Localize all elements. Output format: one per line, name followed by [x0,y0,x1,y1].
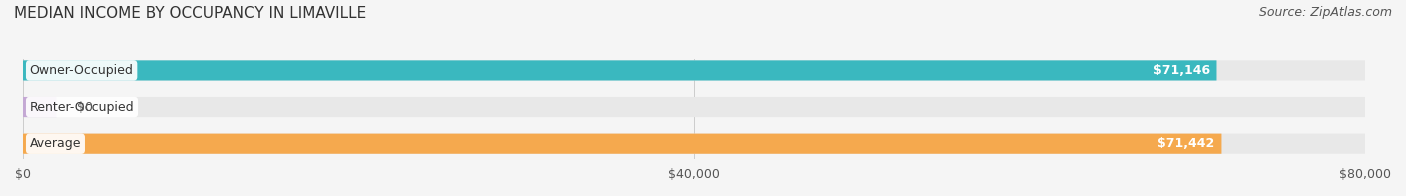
Text: Owner-Occupied: Owner-Occupied [30,64,134,77]
FancyBboxPatch shape [22,60,1365,81]
Text: $71,146: $71,146 [1153,64,1209,77]
Text: Renter-Occupied: Renter-Occupied [30,101,135,113]
FancyBboxPatch shape [22,134,1222,154]
Text: MEDIAN INCOME BY OCCUPANCY IN LIMAVILLE: MEDIAN INCOME BY OCCUPANCY IN LIMAVILLE [14,6,367,21]
Text: Source: ZipAtlas.com: Source: ZipAtlas.com [1258,6,1392,19]
Text: Average: Average [30,137,82,150]
FancyBboxPatch shape [22,97,56,117]
FancyBboxPatch shape [22,97,1365,117]
FancyBboxPatch shape [22,60,1216,81]
FancyBboxPatch shape [22,134,1365,154]
Text: $0: $0 [77,101,93,113]
Text: $71,442: $71,442 [1157,137,1215,150]
